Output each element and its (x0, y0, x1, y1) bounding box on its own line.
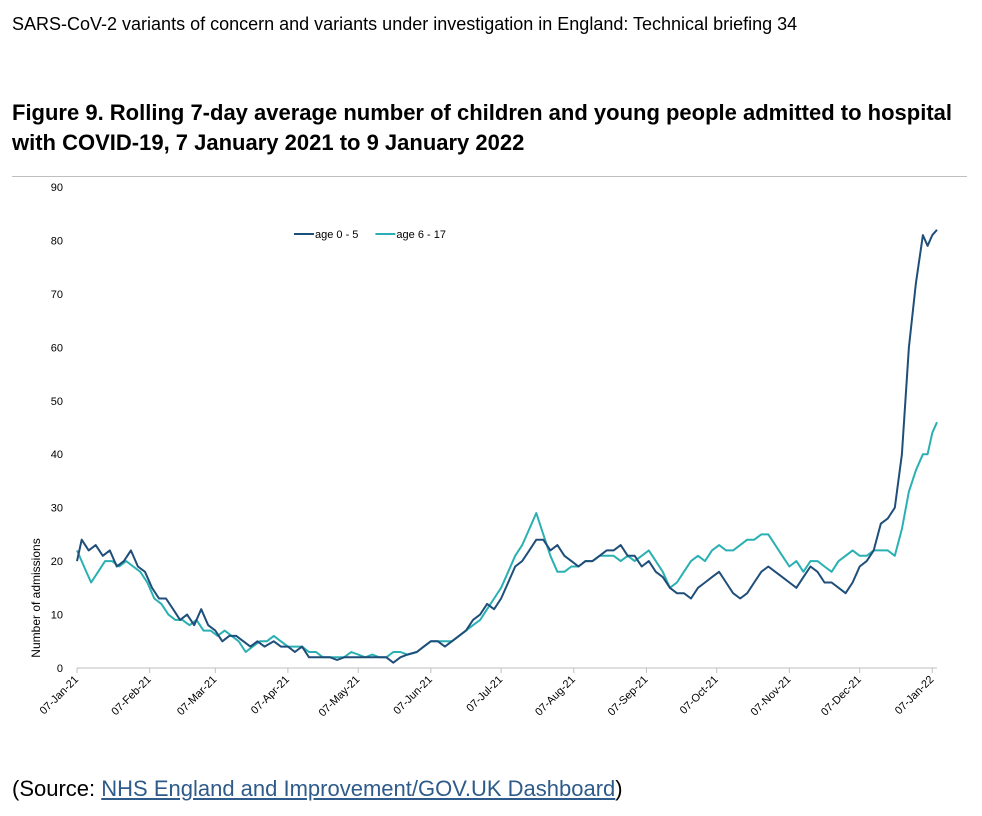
x-tick-label: 07-Mar-21 (175, 674, 219, 718)
series-layer (76, 229, 938, 664)
y-tick-label: 60 (51, 342, 63, 354)
y-tick-label: 90 (51, 182, 63, 194)
x-tick-label: 07-Feb-21 (109, 674, 153, 718)
y-tick-label: 20 (51, 556, 63, 568)
x-tick-label: 07-Oct-21 (678, 674, 721, 717)
x-tick-label: 07-Jan-22 (893, 674, 937, 718)
x-tick-label: 07-Jun-21 (391, 674, 435, 718)
legend-label: age 0 - 5 (315, 229, 358, 241)
top-divider (12, 176, 967, 177)
legend: age 0 - 5 age 6 - 17 (294, 229, 446, 241)
x-tick-label: 07-Dec-21 (819, 674, 864, 719)
y-tick-label: 40 (51, 449, 63, 461)
x-tick-label: 07-Nov-21 (749, 674, 794, 719)
source-suffix: ) (615, 776, 623, 801)
x-tick-label: 07-Jul-21 (464, 674, 505, 715)
y-tick-label: 0 (57, 663, 63, 675)
x-tick-label: 07-Sep-21 (606, 674, 651, 719)
y-tick-label: 70 (51, 289, 63, 301)
y-tick-label: 50 (51, 396, 63, 408)
y-tick-label: 80 (51, 235, 63, 247)
legend-label: age 6 - 17 (396, 229, 446, 241)
x-tick-label: 07-Apr-21 (249, 674, 292, 717)
source-prefix: (Source: (12, 776, 102, 801)
x-tick-label: 07-May-21 (317, 674, 363, 720)
document-header: SARS-CoV-2 variants of concern and varia… (12, 14, 798, 34)
source-link[interactable]: NHS England and Improvement/GOV.UK Dashb… (101, 776, 616, 801)
y-tick-label: 30 (51, 503, 63, 515)
series-line-age-6-17 (76, 421, 938, 659)
series-line-age-0-5 (76, 229, 938, 664)
x-tick-label: 07-Jan-21 (38, 674, 82, 718)
x-axis: 07-Jan-21 07-Feb-21 07-Mar-21 07-Apr-21 07-M… (38, 667, 937, 720)
source-note: (Source: NHS England and Improvement/GOV… (12, 776, 623, 802)
y-tick-label: 10 (51, 610, 63, 622)
y-axis: 0 10 20 30 40 50 60 70 80 90 (51, 182, 63, 675)
x-tick-label: 07-Aug-21 (533, 674, 578, 719)
y-axis-label: Number of admissions (29, 538, 43, 657)
figure-title: Figure 9. Rolling 7-day average number o… (12, 100, 953, 155)
